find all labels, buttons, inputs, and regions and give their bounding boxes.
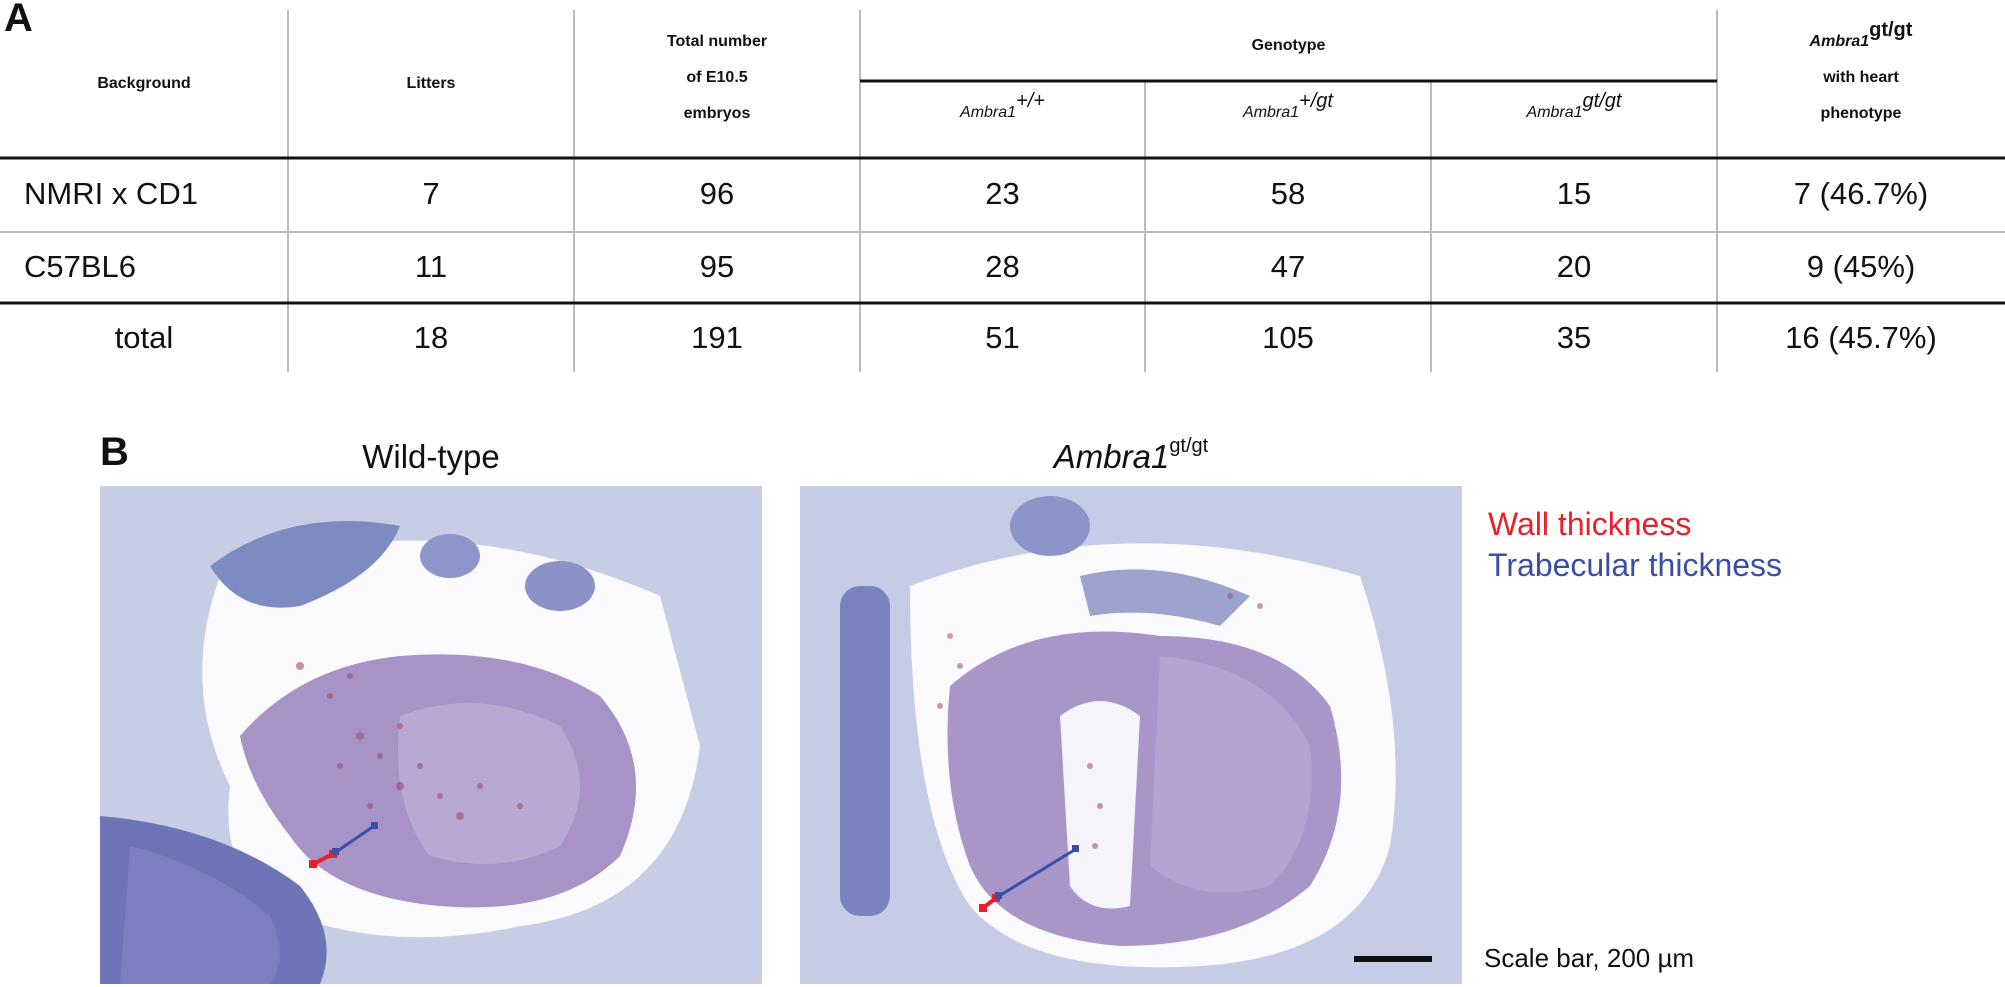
- legend-trabecular-thickness: Trabecular thickness: [1488, 547, 1783, 583]
- table-cell-litters: 18: [413, 320, 449, 355]
- table-cell-wt: 28: [985, 249, 1020, 284]
- panel-a-label: A: [4, 0, 33, 40]
- col-header-litters: Litters: [406, 75, 456, 92]
- col-header-background: Background: [97, 75, 191, 92]
- table-cell-hom: 20: [1556, 249, 1592, 284]
- left-image-title: Wild-type: [362, 438, 500, 475]
- table-cell-background: total: [114, 320, 174, 355]
- table-cell-phenotype: 16 (45.7%): [1785, 320, 1937, 355]
- wild-type-histology-image: [100, 486, 762, 984]
- table-cell-total: 95: [699, 249, 735, 284]
- table-rules: [0, 10, 2005, 372]
- scale-bar-label: Scale bar, 200 µm: [1484, 943, 1695, 973]
- table-cell-litters: 11: [414, 249, 448, 284]
- table-cell-het: 105: [1262, 320, 1314, 355]
- table-cell-total: 191: [691, 320, 743, 355]
- table-cell-hom: 35: [1556, 320, 1592, 355]
- col-header-total-embryos: Total number of E10.5 embryos: [666, 33, 768, 122]
- table-cell-het: 47: [1270, 249, 1306, 284]
- table-cell-background: C57BL6: [24, 249, 137, 284]
- table-cell-hom: 15: [1556, 176, 1592, 211]
- col-header-phenotype: Ambra1gt/gt with heart phenotype: [1809, 18, 1913, 122]
- table-cell-wt: 23: [985, 176, 1020, 211]
- ambra1-mutant-histology-image: [800, 486, 1462, 984]
- table-cell-total: 96: [699, 176, 735, 211]
- col-header-het: Ambra1+/gt: [1243, 89, 1333, 121]
- scale-bar: [1354, 956, 1432, 962]
- table-cell-wt: 51: [985, 320, 1020, 355]
- col-header-hom: Ambra1gt/gt: [1526, 89, 1622, 121]
- table-cell-phenotype: 9 (45%): [1806, 249, 1916, 284]
- table-cell-het: 58: [1270, 176, 1306, 211]
- panel-b-label: B: [100, 430, 129, 474]
- table-cell-background: NMRI x CD1: [24, 176, 198, 211]
- legend-wall-thickness: Wall thickness: [1488, 506, 1692, 542]
- right-image-title: Ambra1gt/gt: [1053, 435, 1209, 475]
- trabecular-thickness-marker: [335, 824, 375, 854]
- table-cell-phenotype: 7 (46.7%): [1793, 176, 1929, 211]
- col-header-genotype: Genotype: [1251, 37, 1326, 54]
- table-cell-litters: 7: [422, 176, 440, 211]
- col-header-wt: Ambra1+/+: [960, 89, 1045, 121]
